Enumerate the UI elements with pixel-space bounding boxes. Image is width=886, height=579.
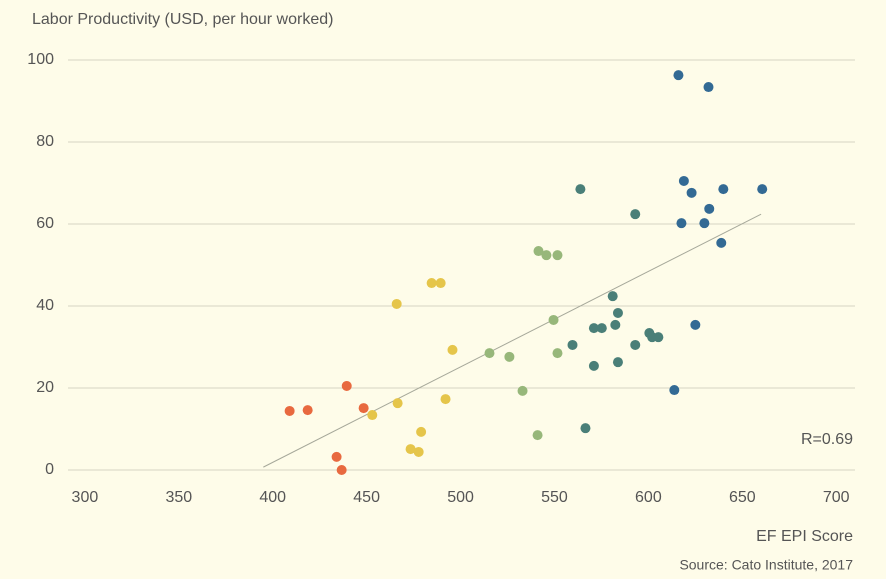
x-tick-label: 550 [541, 489, 568, 506]
point [532, 430, 543, 441]
x-tick-label: 450 [353, 489, 380, 506]
point [588, 323, 599, 334]
point [704, 203, 715, 214]
point [541, 250, 552, 261]
y-tick-label: 100 [27, 51, 54, 68]
point [336, 465, 347, 475]
point [331, 451, 342, 462]
x-tick-label: 350 [165, 489, 192, 506]
point [358, 403, 369, 414]
point [447, 344, 458, 355]
point [676, 218, 687, 229]
point [440, 394, 451, 405]
point [653, 332, 664, 343]
point [552, 250, 563, 261]
x-tick-label: 500 [447, 489, 474, 506]
y-tick-label: 40 [36, 297, 54, 314]
point [699, 218, 710, 229]
x-tick-label: 600 [635, 489, 662, 506]
point [686, 187, 697, 198]
point [630, 209, 641, 220]
annotation: R=0.69 [801, 431, 853, 448]
source: Source: Cato Institute, 2017 [679, 557, 853, 573]
point [548, 314, 559, 325]
point [284, 405, 295, 416]
point [630, 339, 641, 350]
y-tick-label: 0 [45, 461, 54, 478]
y-tick-label: 20 [36, 379, 54, 396]
y-tick-label: 80 [36, 133, 54, 150]
trend-line [263, 213, 762, 468]
point [416, 426, 427, 437]
point [610, 319, 621, 330]
point [484, 348, 495, 359]
point [607, 291, 618, 302]
point [392, 398, 403, 409]
x-tick-label: 650 [729, 489, 756, 506]
point [580, 423, 591, 434]
x-tick-label: 400 [259, 489, 286, 506]
point [612, 357, 623, 368]
point [669, 385, 680, 396]
point [612, 307, 623, 318]
point [533, 246, 544, 257]
point [504, 351, 515, 362]
point [757, 184, 768, 195]
point [703, 82, 714, 93]
x-tick-label: 300 [72, 489, 99, 506]
point [517, 385, 528, 396]
x-tick-label: 700 [823, 489, 850, 506]
point [413, 446, 424, 457]
point [405, 444, 416, 455]
point [435, 278, 446, 289]
point [341, 380, 352, 391]
point [716, 237, 727, 248]
point [426, 278, 437, 289]
point [718, 184, 729, 195]
point [690, 319, 701, 330]
point [391, 298, 402, 309]
point [367, 410, 378, 421]
point [678, 175, 689, 186]
y-tick-label: 60 [36, 215, 54, 232]
point [302, 405, 313, 416]
x-axis-title: EF EPI Score [756, 528, 853, 545]
y-axis-title: Labor Productivity (USD, per hour worked… [32, 11, 333, 28]
point [673, 70, 684, 81]
point [567, 339, 578, 350]
point [588, 360, 599, 371]
point [596, 323, 607, 334]
point [552, 348, 563, 359]
point [575, 184, 586, 195]
